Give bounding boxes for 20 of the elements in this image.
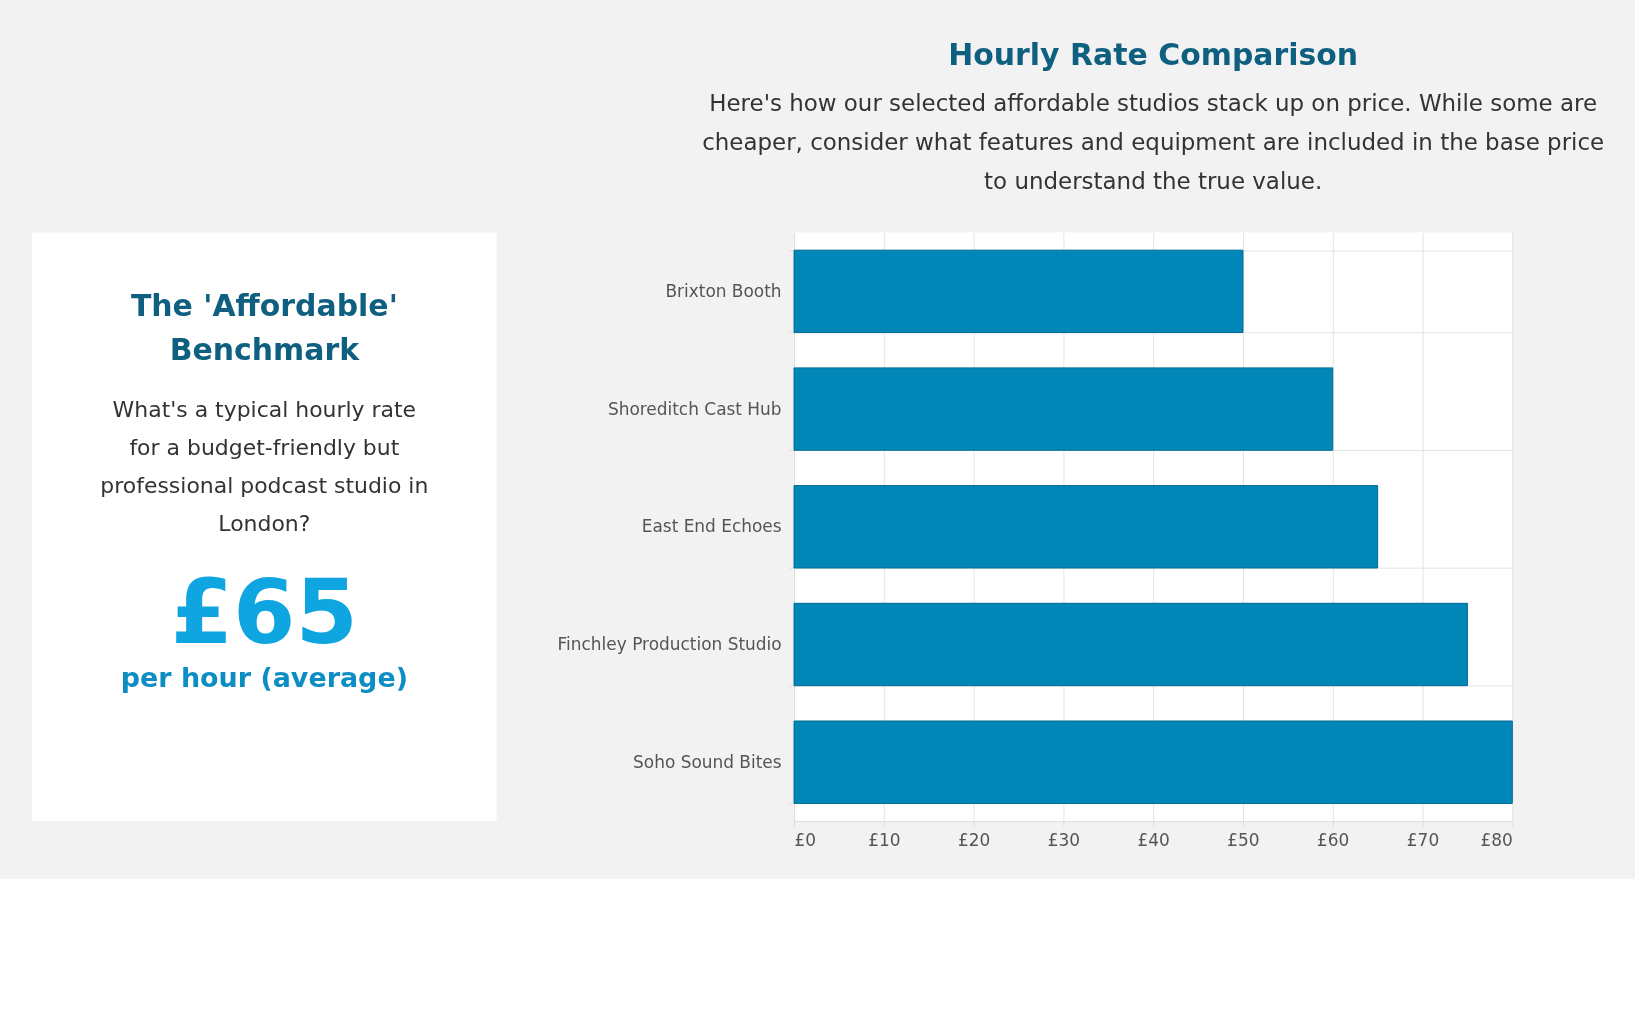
- text: What's a typical hourly rate for a budget-friendly but professional podcast studio in London?: [100, 397, 429, 536]
- x-tick-label: £80: [1480, 829, 1513, 850]
- x-tick-label: £60: [1317, 829, 1350, 850]
- x-tick-label: £10: [868, 829, 901, 850]
- chart-subtitle: Here's how our selected affordable studios stack up on price. While some are cheaper, consider what features and equipment are included in the base price to understand the true value.: [702, 89, 1605, 194]
- y-tick-label: Finchley Production Studio: [557, 633, 782, 654]
- text: The 'Affordable' Benchmark: [130, 288, 398, 368]
- x-tick-label: £30: [1047, 829, 1081, 850]
- x-tick-label: £50: [1227, 829, 1260, 850]
- text: per hour (average): [120, 662, 408, 694]
- chart-title: Hourly Rate Comparison: [948, 36, 1359, 72]
- y-tick-label: East End Echoes: [641, 516, 782, 537]
- y-tick-label: Shoreditch Cast Hub: [607, 398, 782, 419]
- text: £65: [170, 559, 359, 664]
- y-tick-label: Brixton Booth: [665, 280, 782, 301]
- y-tick-label: Soho Sound Bites: [633, 751, 782, 772]
- x-tick-label: £0: [794, 829, 817, 850]
- x-tick-label: £20: [957, 829, 991, 850]
- x-tick-label: £70: [1406, 829, 1440, 850]
- x-tick-label: £40: [1137, 829, 1170, 850]
